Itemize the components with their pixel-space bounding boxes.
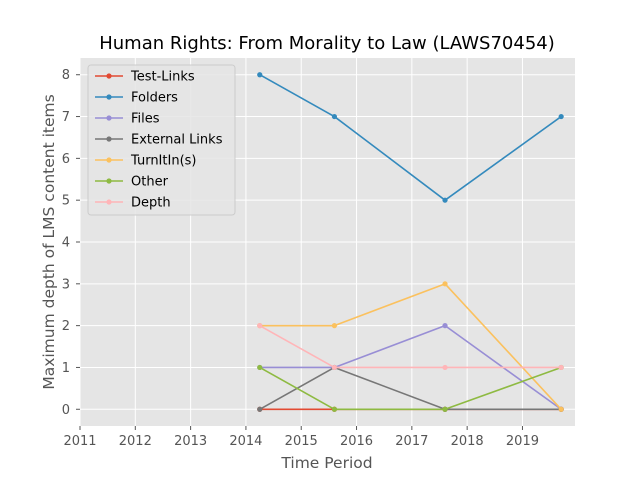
- legend: Test-Links Folders Files External Links Turn…: [87, 64, 236, 216]
- y-tick-label: 5: [62, 194, 70, 209]
- data-point: [442, 281, 448, 287]
- legend-swatch-marker: [106, 157, 112, 163]
- legend-label: Test-Links: [130, 70, 195, 85]
- x-axis-ticks: 2011 2012 2013 2014 2015 2016 2017 2018 2019: [63, 426, 539, 449]
- data-point: [257, 72, 263, 78]
- series-line-depth: [259, 324, 562, 369]
- data-point: [331, 323, 338, 329]
- y-tick-label: 0: [62, 403, 70, 418]
- y-axis-ticks: 0 1 2 3 4 5 6 7 8: [62, 68, 80, 418]
- y-tick-label: 7: [62, 110, 70, 125]
- legend-label: Folders: [131, 91, 178, 106]
- x-tick-label: 2015: [285, 434, 318, 449]
- y-axis-title: Maximum depth of LMS content items: [40, 94, 58, 389]
- x-tick-label: 2011: [63, 434, 96, 449]
- x-tick-label: 2019: [506, 434, 539, 449]
- data-point: [257, 364, 263, 371]
- legend-label: Files: [131, 112, 160, 127]
- data-point: [442, 197, 448, 203]
- legend-box: [87, 64, 236, 216]
- data-point: [331, 406, 338, 412]
- series-line-other: [259, 366, 562, 411]
- x-tick-label: 2014: [229, 434, 262, 449]
- data-point: [442, 406, 448, 412]
- series-line-folders: [259, 74, 562, 201]
- x-tick-label: 2016: [340, 434, 373, 449]
- legend-swatch-marker: [106, 73, 112, 79]
- legend-label: Other: [131, 175, 169, 190]
- series-depth: [257, 323, 564, 371]
- series-folders: [257, 72, 564, 203]
- legend-swatch-marker: [106, 178, 112, 184]
- data-point: [558, 364, 564, 371]
- legend-swatch-marker: [106, 136, 112, 142]
- y-tick-label: 3: [62, 277, 70, 292]
- legend-label: External Links: [131, 133, 223, 148]
- y-tick-label: 4: [62, 236, 70, 251]
- chart-title: Human Rights: From Morality to Law (LAWS…: [99, 33, 555, 54]
- legend-swatch-marker: [106, 115, 112, 121]
- y-tick-label: 1: [62, 361, 70, 376]
- x-axis-title: Time Period: [280, 454, 372, 472]
- data-point: [442, 323, 448, 329]
- data-point: [331, 364, 338, 371]
- y-tick-label: 8: [62, 68, 70, 83]
- data-point: [257, 406, 263, 412]
- y-tick-label: 2: [62, 319, 70, 334]
- series-layer: [257, 72, 564, 412]
- x-tick-label: 2012: [119, 434, 152, 449]
- legend-label: TurnItIn(s): [130, 154, 196, 169]
- x-tick-label: 2017: [395, 434, 428, 449]
- x-tick-label: 2013: [174, 434, 207, 449]
- data-point: [558, 113, 564, 120]
- data-point: [442, 364, 448, 371]
- series-line-turnitin-s: [259, 283, 562, 410]
- legend-label: Depth: [131, 196, 171, 211]
- legend-swatch-marker: [106, 94, 112, 100]
- data-point: [331, 113, 338, 120]
- data-point: [558, 406, 564, 412]
- data-point: [257, 323, 263, 329]
- legend-swatch-marker: [106, 199, 112, 205]
- x-tick-label: 2018: [451, 434, 484, 449]
- y-tick-label: 6: [62, 152, 70, 167]
